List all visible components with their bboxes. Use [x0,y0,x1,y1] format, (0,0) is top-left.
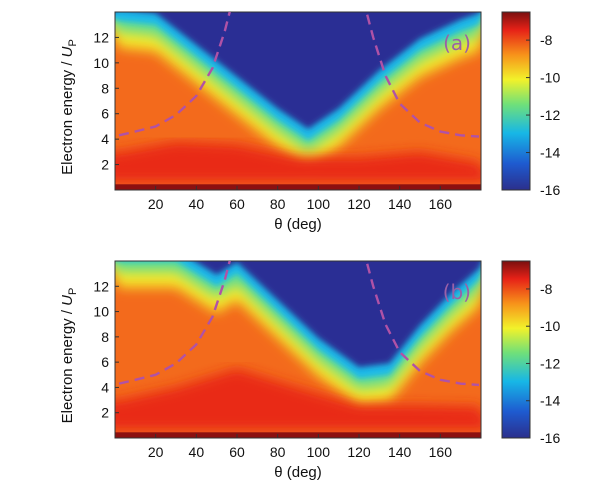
x-axis-title: θ (deg) [274,464,322,481]
colorbar [501,11,531,191]
heatmap-floor [115,432,481,438]
x-tick-label: 140 [388,196,412,212]
colorbar-tick-label: -16 [540,430,560,446]
heatmap-low-region [194,261,481,368]
x-tick-label: 140 [388,444,412,460]
x-tick-label: 120 [347,444,371,460]
y-tick-label: 2 [101,405,109,421]
colorbar-tick-label: -10 [540,70,560,86]
y-tick-label: 10 [93,55,109,71]
y-tick-label: 2 [101,157,109,173]
x-tick-label: 160 [429,196,453,212]
y-tick-label: 4 [101,379,109,395]
boundary-curve-group [118,12,480,138]
boundary-curve-right [365,261,480,387]
panel-tag: (a) [443,31,471,55]
heatmap-floor [115,184,481,190]
colorbar [501,260,531,439]
x-tick-label: 80 [270,444,286,460]
y-axis-title-sub: P [67,39,79,46]
y-tick-label: 8 [101,80,109,96]
x-tick-label: 20 [148,196,164,212]
heatmap-image [115,12,481,190]
panel-a: 20 40 60 80 100 120 140 160 2 4 6 8 10 12 θ (deg) Elect… [59,11,560,233]
y-tick-label: 12 [93,29,109,45]
y-axis-title-var: U [59,46,76,57]
y-axis-title: Electron energy / UP [59,288,79,424]
x-tick-label: 40 [189,444,205,460]
colorbar-tick-label: -16 [540,182,560,198]
x-tick-label: 120 [347,196,371,212]
x-tick-label: 100 [307,196,331,212]
colorbar-tick-label: -10 [540,318,560,334]
x-tick-label: 80 [270,196,286,212]
colorbar-tick-label: -8 [540,281,553,297]
y-axis-title-var: U [59,295,76,306]
y-tick-label: 12 [93,278,109,294]
x-tick-label: 60 [229,196,245,212]
boundary-curve-left [118,261,231,385]
plot-frame [114,260,482,439]
colorbar-tick-label: -8 [540,32,553,48]
colorbar-tick-label: -12 [540,355,560,371]
y-tick-label: 6 [101,106,109,122]
y-axis-title-text: Electron energy / [59,57,76,175]
plot-frame [114,11,482,191]
y-tick-label: 8 [101,329,109,345]
panel-b: 20 40 60 80 100 120 140 160 2 4 6 8 10 12 θ (deg) Elect… [59,260,560,481]
boundary-curve-right [365,12,480,138]
y-axis-title-sub: P [67,288,79,295]
boundary-curve-group [118,261,480,387]
boundary-curve-left [118,12,231,137]
heatmap-red-band [115,368,481,431]
x-tick-label: 60 [229,444,245,460]
panel-tag: (b) [443,280,471,304]
x-axis-title: θ (deg) [274,216,322,233]
x-tick-label: 20 [148,444,164,460]
colorbar-tick-label: -14 [540,393,560,409]
y-axis-title-text: Electron energy / [59,306,76,424]
colorbar-tick-label: -14 [540,145,560,161]
y-tick-label: 10 [93,304,109,320]
heatmap-image [115,261,481,438]
y-axis-title: Electron energy / UP [59,39,79,175]
colorbar-tick-label: -12 [540,107,560,123]
y-tick-label: 4 [101,131,109,147]
heatmap-low-region [143,12,480,129]
x-tick-label: 100 [307,444,331,460]
x-tick-label: 160 [429,444,453,460]
heatmap-red-band [115,141,481,183]
x-tick-label: 40 [189,196,205,212]
y-tick-label: 6 [101,354,109,370]
